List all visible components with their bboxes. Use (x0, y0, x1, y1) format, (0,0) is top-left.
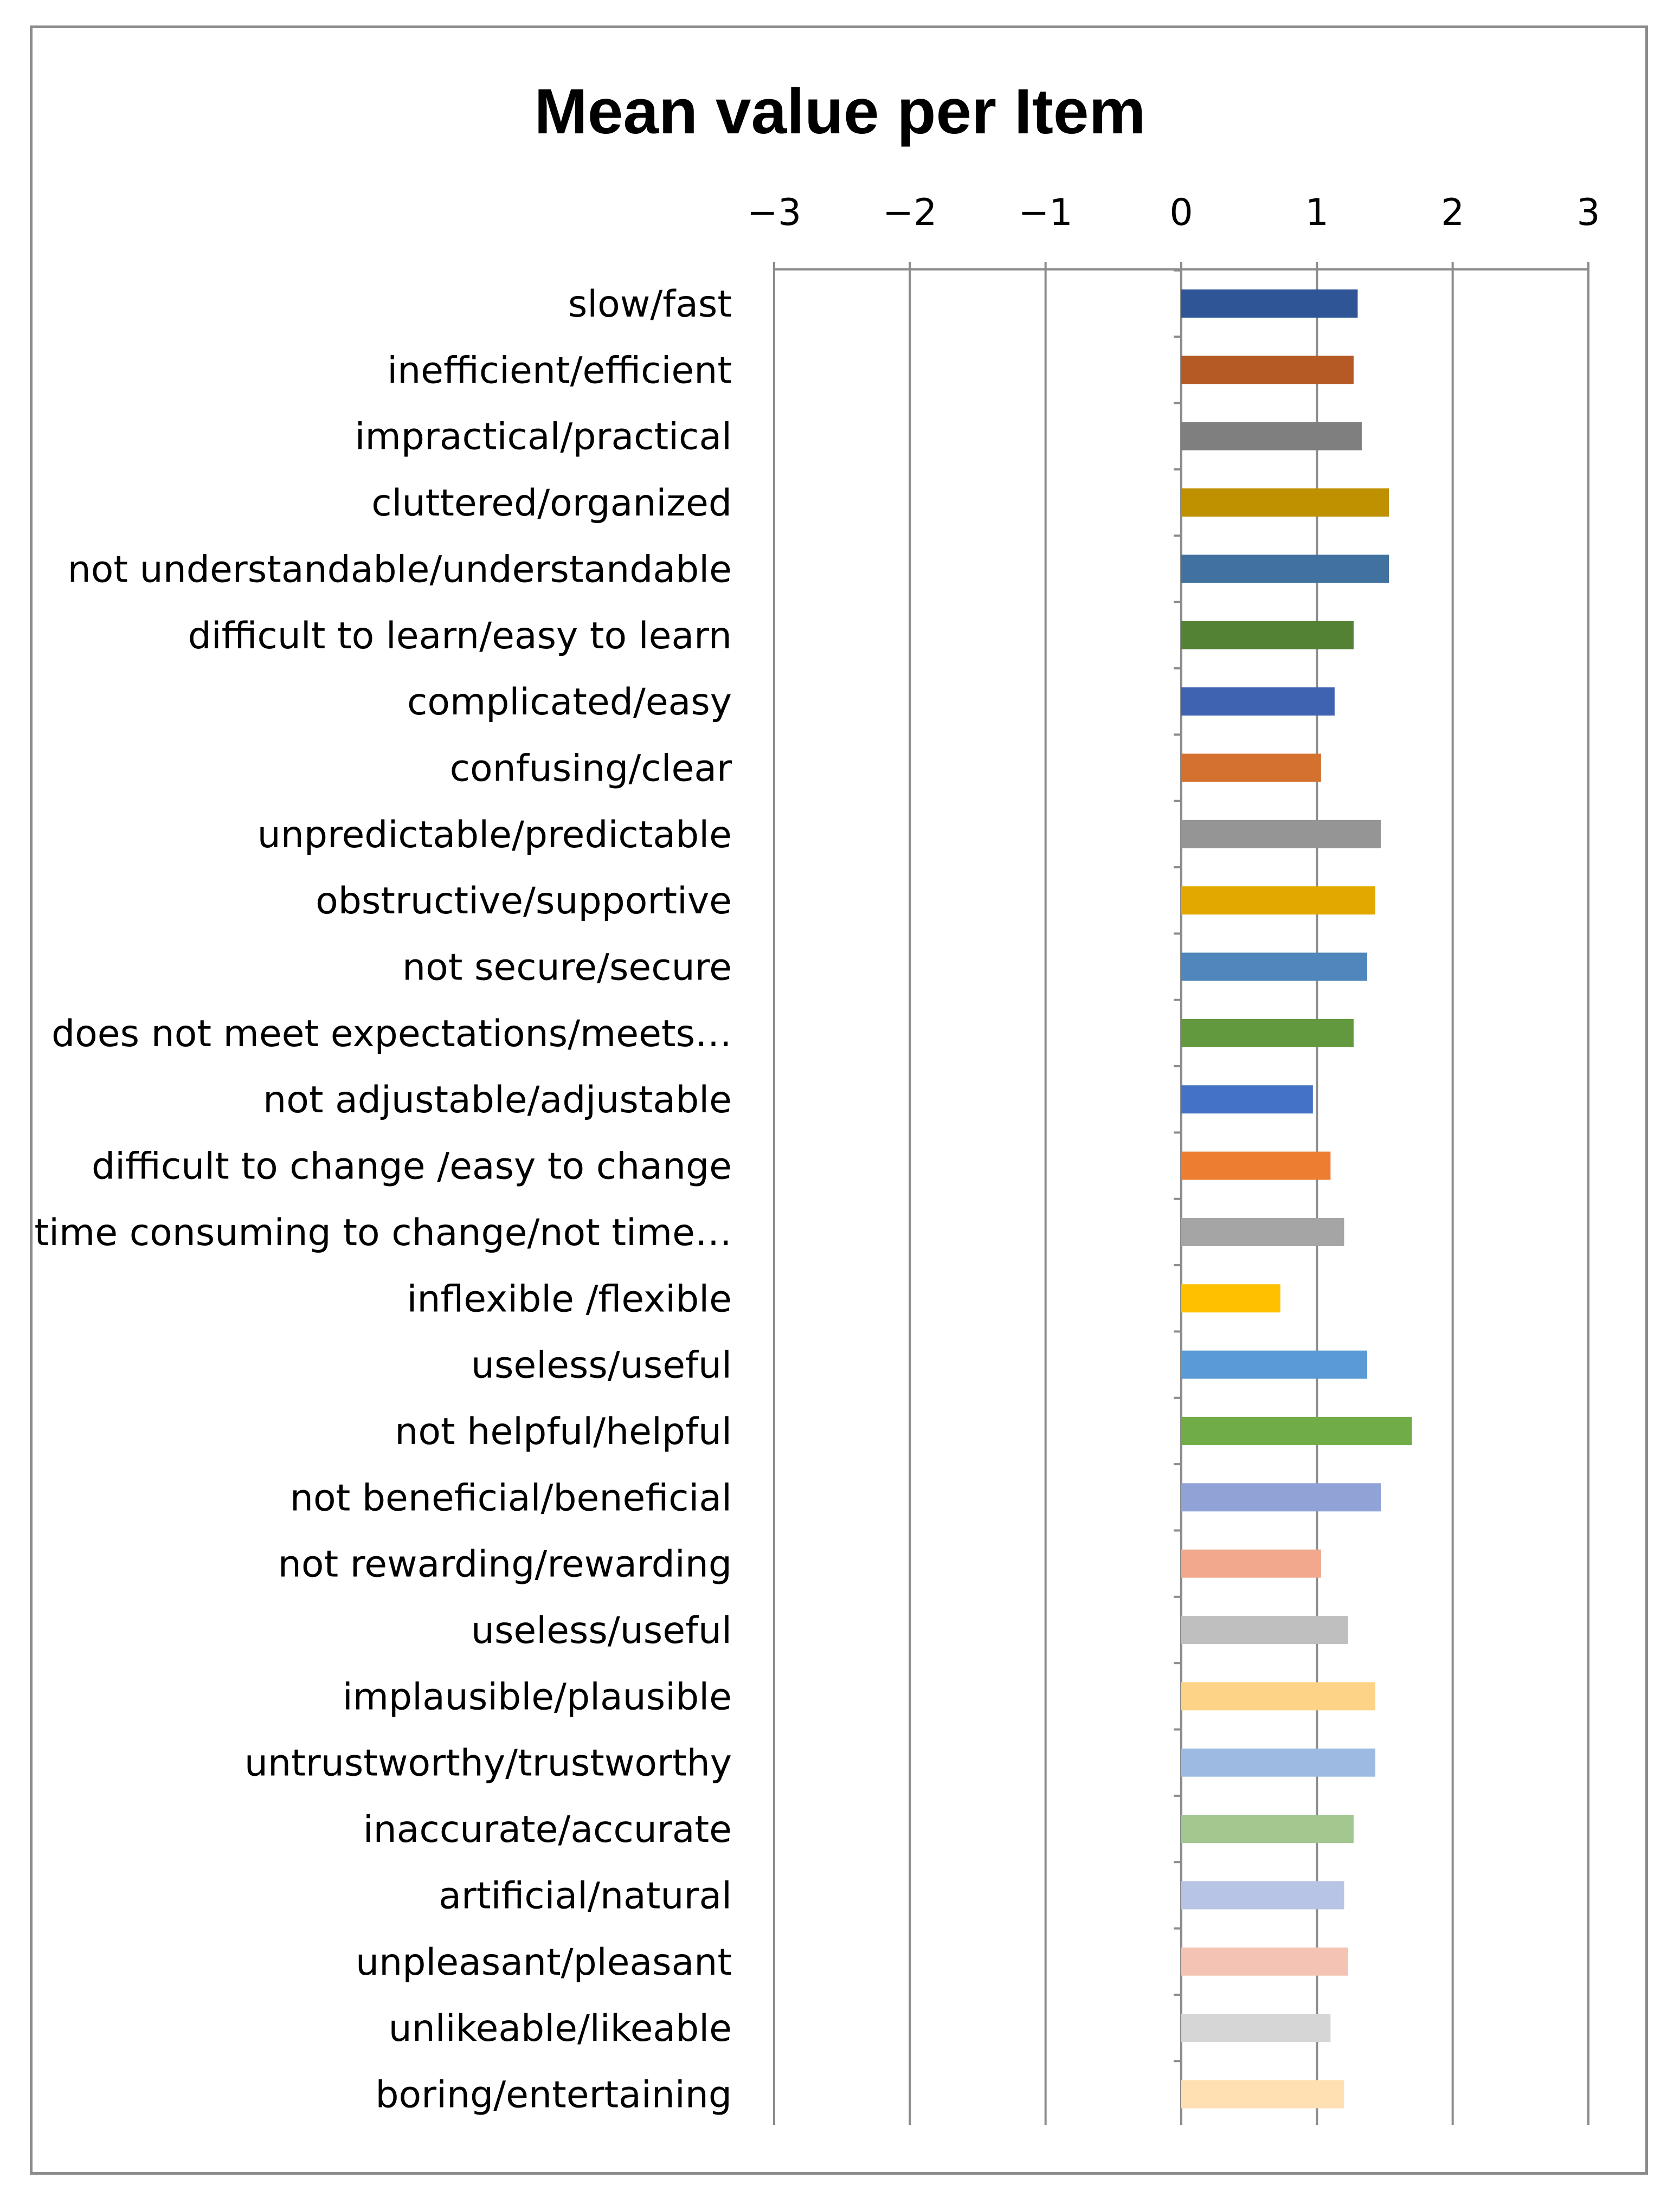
category-label: inaccurate/accurate (363, 1808, 732, 1851)
bar (1181, 820, 1381, 848)
category-label: useless/useful (471, 1344, 732, 1387)
bar (1181, 1947, 1348, 1976)
bar (1181, 1416, 1412, 1445)
category-label: difficult to change /easy to change (92, 1145, 732, 1188)
x-tick-label: 3 (1576, 191, 1600, 234)
bar (1181, 1019, 1354, 1047)
category-label: not beneficial/beneficial (290, 1477, 732, 1519)
category-label: boring/entertaining (375, 2073, 732, 2116)
bar (1181, 1682, 1375, 1711)
x-tick-label: −3 (747, 191, 801, 234)
bar (1181, 886, 1375, 915)
bar (1181, 1881, 1344, 1910)
category-label: complicated/easy (407, 681, 732, 724)
category-label: not helpful/helpful (395, 1410, 732, 1453)
category-label: not understandable/understandable (68, 548, 732, 591)
category-label: impractical/practical (355, 416, 732, 459)
bar (1181, 687, 1335, 716)
bar (1181, 356, 1354, 384)
category-label: unlikeable/likeable (389, 2007, 732, 2050)
x-tick-label: 2 (1441, 191, 1464, 234)
chart-frame (30, 25, 1648, 2175)
bar (1181, 1350, 1367, 1379)
x-tick-label: 0 (1169, 191, 1193, 234)
bar (1181, 621, 1354, 649)
category-label: unpleasant/pleasant (356, 1941, 732, 1984)
category-label: difficult to learn/easy to learn (188, 615, 732, 658)
category-label: obstructive/supportive (316, 880, 732, 923)
bar (1181, 422, 1362, 450)
bar (1181, 2080, 1344, 2109)
category-label: unpredictable/predictable (258, 814, 732, 856)
bar (1181, 1815, 1354, 1844)
category-label: artificial/natural (439, 1874, 732, 1917)
bar (1181, 555, 1389, 583)
bar (1181, 1483, 1381, 1512)
bar (1181, 2014, 1331, 2042)
category-label: confusing/clear (450, 747, 732, 790)
category-label: inefficient/efficient (387, 349, 732, 392)
bar (1181, 1284, 1280, 1313)
chart-title: Mean value per Item (534, 76, 1146, 147)
bar (1181, 1217, 1344, 1246)
category-label: not secure/secure (402, 946, 732, 989)
category-label: useless/useful (471, 1609, 732, 1652)
x-tick-label: 1 (1305, 191, 1329, 234)
bar (1181, 1085, 1313, 1114)
bar (1181, 753, 1321, 782)
bar (1181, 289, 1358, 318)
category-label: does not meet expectations/meets… (52, 1013, 732, 1055)
category-label: slow/fast (568, 283, 732, 326)
bar (1181, 1616, 1348, 1644)
category-label: not adjustable/adjustable (263, 1079, 732, 1122)
category-label: inflexible /flexible (407, 1278, 732, 1320)
x-tick-label: −2 (883, 191, 937, 234)
bar (1181, 952, 1367, 981)
category-label: cluttered/organized (371, 482, 732, 525)
x-tick-label: −1 (1019, 191, 1073, 234)
category-label: time consuming to change/not time… (34, 1211, 732, 1254)
bar (1181, 488, 1389, 517)
category-label: implausible/plausible (343, 1675, 732, 1718)
bar (1181, 1151, 1331, 1180)
category-label: not rewarding/rewarding (278, 1543, 732, 1586)
category-label: untrustworthy/trustworthy (244, 1742, 732, 1785)
bar (1181, 1549, 1321, 1578)
bar (1181, 1748, 1375, 1777)
